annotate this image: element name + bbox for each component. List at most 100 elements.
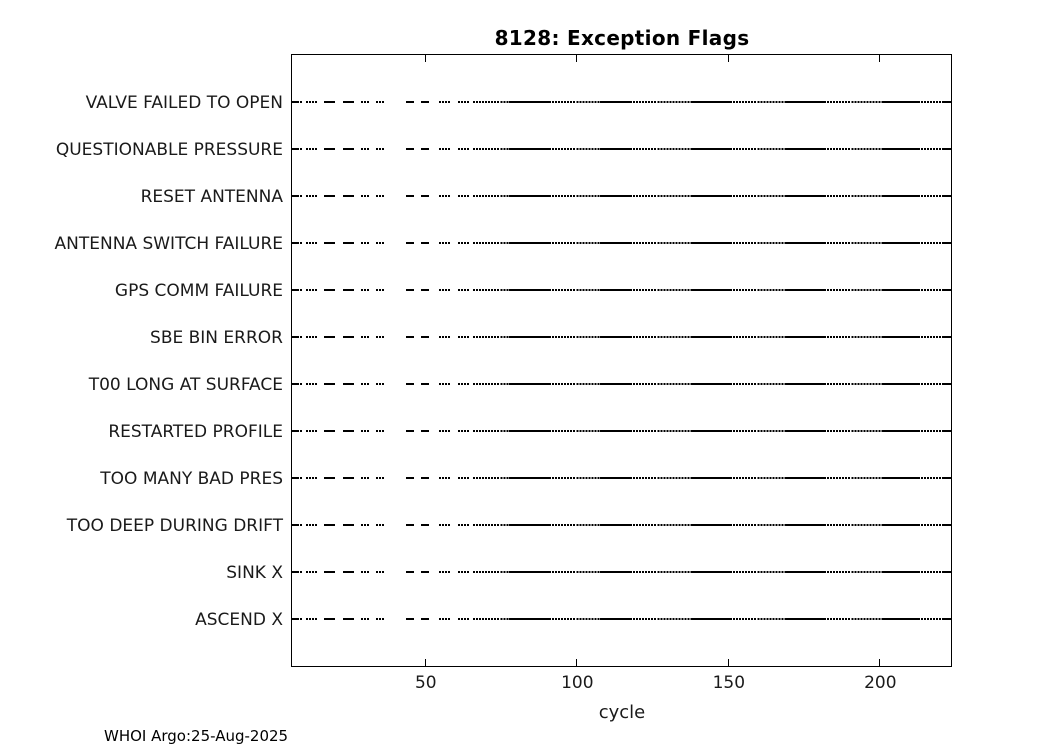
marker-segment [291, 194, 303, 198]
marker-segment [690, 382, 733, 386]
marker-segment [291, 570, 303, 574]
marker-segment [360, 617, 369, 621]
marker-segment [730, 617, 787, 621]
marker-segment [439, 476, 451, 480]
marker-segment [784, 335, 827, 339]
marker-segment [342, 429, 354, 433]
flag-marker-row [291, 382, 951, 386]
marker-segment [421, 570, 430, 574]
marker-segment [360, 288, 369, 292]
marker-segment [406, 476, 415, 480]
marker-segment [360, 335, 369, 339]
marker-segment [881, 570, 921, 574]
marker-segment [824, 147, 884, 151]
marker-segment [406, 429, 415, 433]
marker-segment [730, 523, 787, 527]
marker-segment [457, 100, 469, 104]
marker-segment [439, 147, 451, 151]
marker-segment [457, 617, 469, 621]
marker-segment [548, 241, 603, 245]
marker-segment [472, 523, 512, 527]
marker-segment [824, 570, 884, 574]
marker-segment [548, 288, 603, 292]
x-tick-label: 150 [712, 673, 746, 693]
marker-segment [421, 147, 430, 151]
marker-segment [918, 476, 951, 480]
marker-segment [291, 523, 303, 527]
marker-segment [824, 382, 884, 386]
marker-segment [457, 429, 469, 433]
marker-segment [600, 382, 633, 386]
marker-segment [324, 476, 336, 480]
marker-segment [342, 382, 354, 386]
marker-segment [881, 194, 921, 198]
x-tick [576, 55, 578, 62]
marker-segment [360, 241, 369, 245]
marker-segment [439, 194, 451, 198]
marker-segment [472, 570, 512, 574]
marker-segment [824, 617, 884, 621]
marker-segment [291, 335, 303, 339]
footer-stamp: WHOI Argo:25-Aug-2025 [104, 727, 289, 745]
marker-segment [375, 241, 384, 245]
marker-segment [509, 288, 551, 292]
marker-segment [457, 194, 469, 198]
y-axis-label: VALVE FAILED TO OPEN [85, 92, 283, 113]
marker-segment [472, 335, 512, 339]
marker-segment [730, 476, 787, 480]
marker-segment [630, 617, 693, 621]
marker-segment [306, 147, 318, 151]
marker-segment [360, 100, 369, 104]
marker-segment [881, 382, 921, 386]
marker-segment [291, 476, 303, 480]
marker-segment [600, 429, 633, 433]
marker-segment [457, 570, 469, 574]
marker-segment [375, 523, 384, 527]
marker-segment [406, 241, 415, 245]
marker-segment [360, 429, 369, 433]
marker-segment [342, 100, 354, 104]
marker-segment [730, 288, 787, 292]
marker-segment [439, 100, 451, 104]
marker-segment [509, 476, 551, 480]
marker-segment [509, 570, 551, 574]
marker-segment [918, 147, 951, 151]
marker-segment [439, 288, 451, 292]
marker-segment [824, 429, 884, 433]
marker-segment [509, 194, 551, 198]
marker-segment [630, 288, 693, 292]
marker-segment [630, 100, 693, 104]
marker-segment [509, 617, 551, 621]
marker-segment [291, 288, 303, 292]
marker-segment [630, 335, 693, 339]
marker-segment [881, 288, 921, 292]
y-axis-label: QUESTIONABLE PRESSURE [55, 139, 283, 160]
marker-segment [548, 429, 603, 433]
marker-segment [375, 288, 384, 292]
marker-segment [342, 194, 354, 198]
flag-marker-row [291, 100, 951, 104]
marker-segment [324, 523, 336, 527]
marker-segment [918, 288, 951, 292]
chart-title: 8128: Exception Flags [494, 26, 750, 50]
marker-segment [291, 429, 303, 433]
marker-segment [548, 335, 603, 339]
marker-segment [881, 617, 921, 621]
marker-segment [324, 288, 336, 292]
marker-segment [306, 570, 318, 574]
marker-segment [306, 100, 318, 104]
marker-segment [439, 523, 451, 527]
marker-segment [630, 429, 693, 433]
marker-segment [600, 523, 633, 527]
x-axis-title: cycle [598, 702, 646, 723]
marker-segment [730, 570, 787, 574]
marker-segment [306, 241, 318, 245]
marker-segment [324, 194, 336, 198]
marker-segment [548, 382, 603, 386]
marker-segment [472, 147, 512, 151]
marker-segment [509, 147, 551, 151]
marker-segment [421, 241, 430, 245]
marker-segment [690, 100, 733, 104]
marker-segment [406, 382, 415, 386]
